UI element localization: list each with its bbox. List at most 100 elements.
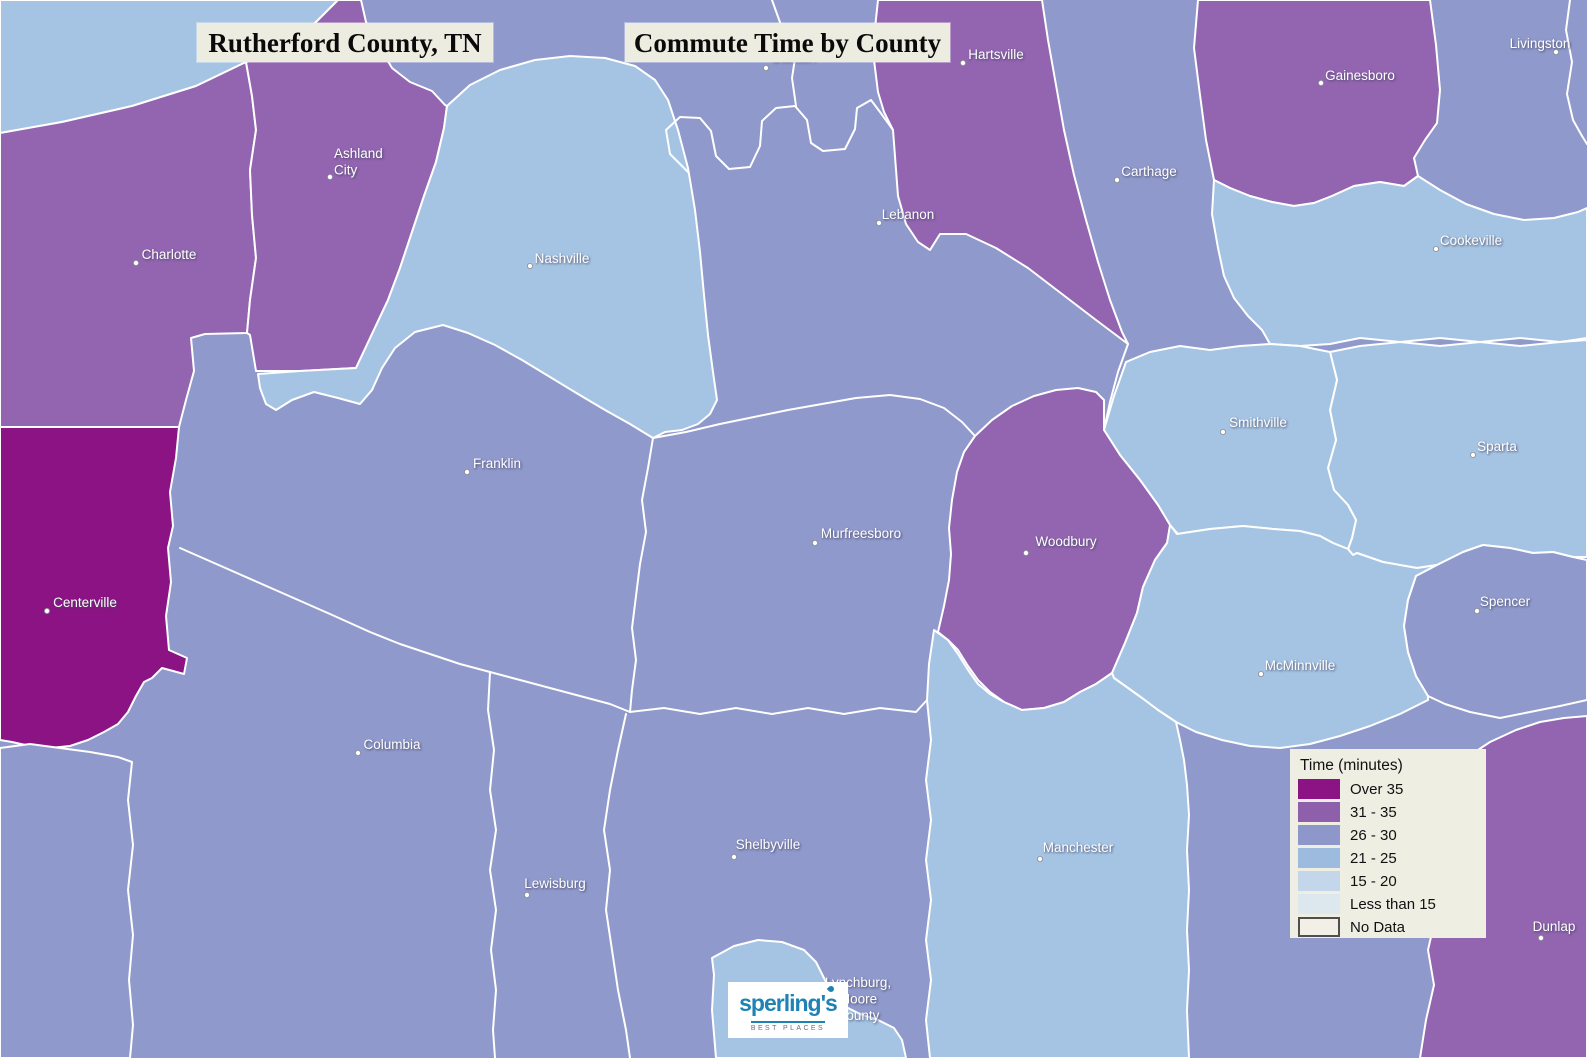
city-lewisburg: Lewisburg	[524, 876, 586, 899]
county-border-williamson-rutherford	[629, 437, 654, 713]
city-label-hartsville: Hartsville	[968, 47, 1024, 62]
legend-color-swatch	[1298, 917, 1340, 937]
county-region-jackson[interactable]	[1193, 0, 1441, 207]
legend-color-swatch	[1298, 825, 1340, 845]
city-label-carthage: Carthage	[1121, 164, 1177, 179]
county-region-putnam[interactable]	[1211, 175, 1587, 347]
city-murfreesboro: Murfreesboro	[812, 526, 901, 547]
city-dot-carthage	[1114, 176, 1121, 183]
city-shelbyville: Shelbyville	[731, 837, 801, 861]
city-ashland-city: Ashland City	[326, 146, 383, 180]
legend-item-label: Over 35	[1350, 780, 1404, 798]
city-dot-shelbyville	[731, 854, 738, 861]
county-border-marshall-bedford	[603, 713, 631, 1058]
county-border-maury-marshall	[487, 671, 497, 1058]
county-border-wilson-smith	[1103, 343, 1129, 431]
city-label-dunlap: Dunlap	[1533, 919, 1576, 934]
legend-panel: Time (minutes) Over 35 31 - 35 26 - 30 21 -…	[1290, 749, 1486, 938]
county-border-overton-ne	[1565, 0, 1587, 145]
city-dot-smithville	[1220, 428, 1227, 435]
legend-item-label: 21 - 25	[1350, 849, 1397, 867]
city-label-charlotte: Charlotte	[142, 247, 197, 262]
city-lebanon: Lebanon	[876, 207, 934, 226]
city-dot-charlotte	[132, 259, 139, 266]
county-region-lewis[interactable]	[0, 743, 134, 1058]
city-dot-mcminnville	[1258, 671, 1265, 678]
city-label-murfreesboro: Murfreesboro	[821, 526, 901, 541]
legend-item-label: 26 - 30	[1350, 826, 1397, 844]
city-hartsville: Hartsville	[960, 47, 1024, 67]
city-dot-woodbury	[1023, 550, 1030, 557]
city-label-lewisburg: Lewisburg	[524, 876, 586, 891]
map-title-text: Commute Time by County	[633, 28, 942, 58]
city-mcminnville: McMinnville	[1258, 658, 1336, 678]
county-title-text: Rutherford County, TN	[208, 28, 482, 58]
county-title-box: Rutherford County, TN	[197, 23, 493, 62]
logo-tagline-text: BEST PLACES	[750, 1021, 826, 1032]
city-smithville: Smithville	[1220, 415, 1287, 435]
city-dunlap: Dunlap	[1533, 919, 1576, 942]
city-label-sparta: Sparta	[1477, 439, 1517, 454]
city-cookeville: Cookeville	[1433, 233, 1502, 252]
city-label-mcminnville: McMinnville	[1265, 658, 1336, 673]
city-charlotte: Charlotte	[132, 247, 197, 266]
city-dot-gainesboro	[1318, 80, 1325, 87]
city-gainesboro: Gainesboro	[1318, 68, 1395, 87]
city-manchester: Manchester	[1037, 840, 1114, 863]
city-dot-nashville	[527, 262, 534, 269]
city-columbia: Columbia	[354, 737, 421, 757]
legend-item: Less than 15	[1298, 894, 1478, 914]
city-nashville: Nashville	[527, 251, 589, 269]
city-label-livingston: Livingston	[1510, 36, 1571, 51]
legend-item: No Data	[1298, 917, 1478, 937]
logo-brand-text: sperling's	[739, 984, 838, 1017]
city-dot-centerville	[44, 608, 51, 615]
city-label-gainesboro: Gainesboro	[1325, 68, 1395, 83]
county-region-coffee[interactable]	[925, 629, 1190, 1058]
city-dot-dunlap	[1538, 935, 1545, 942]
county-border-rutherford-bedford	[629, 699, 928, 715]
city-label-nashville: Nashville	[535, 251, 590, 266]
city-label-woodbury: Woodbury	[1035, 534, 1097, 549]
city-dot-franklin	[463, 468, 470, 475]
legend-item-label: No Data	[1350, 918, 1406, 936]
legend-color-swatch	[1298, 802, 1340, 822]
legend-item: 15 - 20	[1298, 871, 1478, 891]
city-dot-gallatin	[763, 65, 770, 72]
city-label-ashland-city: Ashland City	[334, 146, 383, 178]
city-dot-spencer-city	[1474, 608, 1481, 615]
city-label-shelbyville: Shelbyville	[736, 837, 801, 852]
county-region-trousdale[interactable]	[873, 0, 1129, 345]
legend-color-swatch	[1298, 779, 1340, 799]
county-border-sumner-wilson	[665, 99, 894, 173]
city-dot-columbia	[354, 750, 361, 757]
legend-color-swatch	[1298, 894, 1340, 914]
legend-item: Over 35	[1298, 779, 1478, 799]
county-region-white[interactable]	[1327, 339, 1587, 569]
county-border-williamson-maury	[179, 547, 631, 713]
county-border-wilson-rutherford	[652, 394, 976, 439]
city-franklin: Franklin	[463, 456, 521, 475]
sperlings-logo[interactable]: sperling's BEST PLACES	[728, 982, 848, 1038]
city-dot-cookeville	[1433, 245, 1440, 252]
city-spencer-city: Spencer	[1474, 594, 1531, 615]
city-dot-hartsville	[960, 60, 967, 67]
legend-item: 31 - 35	[1298, 802, 1478, 822]
map-title-box: Commute Time by County	[625, 23, 950, 62]
city-woodbury: Woodbury	[1023, 534, 1097, 557]
city-label-franklin: Franklin	[473, 456, 521, 471]
county-region-spencer[interactable]	[1403, 544, 1587, 719]
city-label-centerville: Centerville	[53, 595, 117, 610]
city-label-cookeville: Cookeville	[1440, 233, 1502, 248]
city-label-lebanon: Lebanon	[882, 207, 935, 222]
city-label-columbia: Columbia	[363, 737, 421, 752]
county-region-davidson[interactable]	[257, 55, 718, 439]
city-dot-lewisburg	[524, 892, 531, 899]
legend-rows: Over 35 31 - 35 26 - 30 21 - 25 15 - 20 Less …	[1298, 779, 1478, 937]
city-dot-livingston	[1553, 49, 1560, 56]
city-carthage: Carthage	[1114, 164, 1177, 183]
legend-item: 26 - 30	[1298, 825, 1478, 845]
legend-item-label: 15 - 20	[1350, 872, 1397, 890]
legend-item-label: 31 - 35	[1350, 803, 1397, 821]
